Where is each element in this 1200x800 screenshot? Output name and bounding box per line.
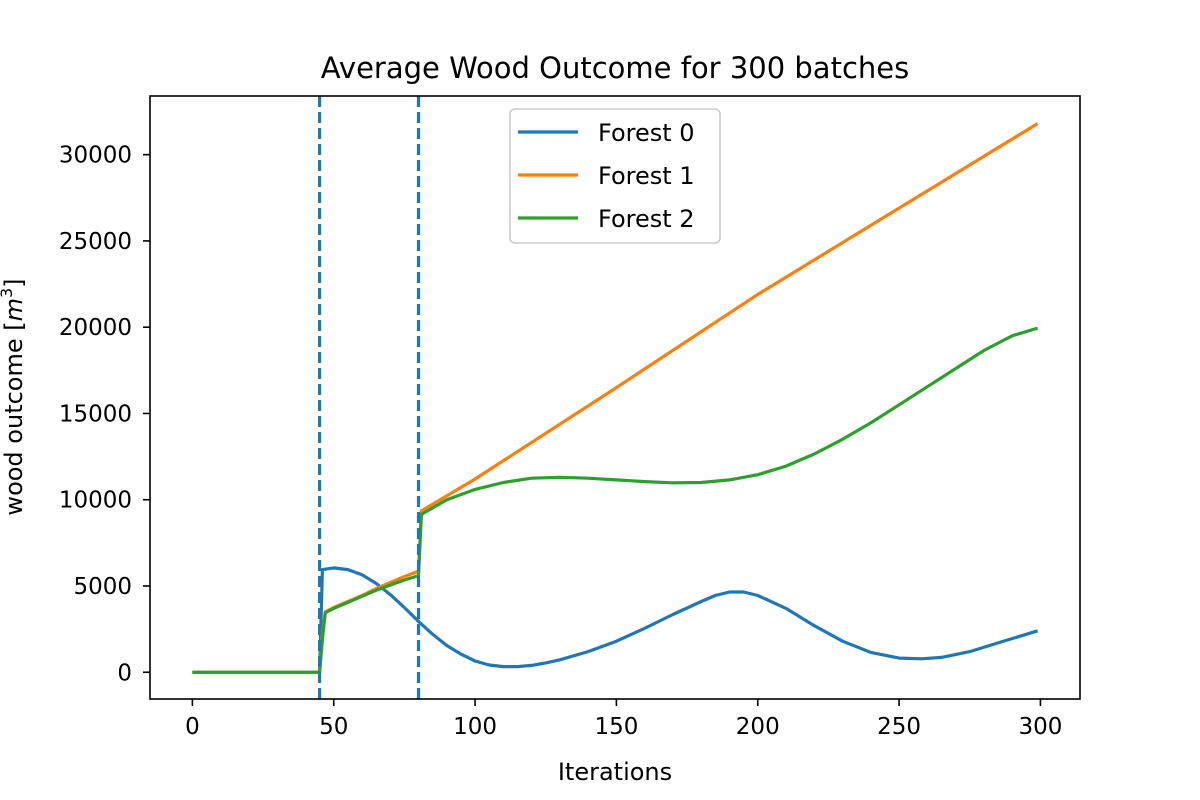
y-tick-label: 30000 [59,143,132,169]
legend-box [509,108,721,244]
y-axis-label-text: wood outcome [ [0,321,28,515]
y-tick-label: 15000 [59,401,132,427]
y-axis-label-var: m [0,298,28,321]
y-tick-label: 20000 [59,315,132,341]
legend-label-forest-1: Forest 1 [598,162,695,190]
x-tick-label: 0 [185,714,200,740]
plot-area [192,96,1039,699]
y-axis-label-close: ] [0,278,28,287]
legend-label-forest-2: Forest 2 [598,205,695,233]
x-tick-label: 250 [877,714,921,740]
y-axis: 0 5000 10000 15000 20000 25000 30000 [59,143,150,686]
y-tick-label: 5000 [73,574,132,600]
y-tick-label: 25000 [59,229,132,255]
series-line-forest-2 [192,326,1039,674]
y-axis-label: wood outcome [m3] [0,278,28,515]
x-tick-label: 150 [594,714,638,740]
x-tick-label: 200 [736,714,780,740]
y-tick-label: 0 [117,660,132,686]
x-tick-label: 50 [319,714,348,740]
chart-title: Average Wood Outcome for 300 batches [321,51,909,85]
y-tick-label: 10000 [59,488,132,514]
legend-label-forest-0: Forest 0 [598,119,695,147]
x-tick-label: 300 [1018,714,1062,740]
x-axis: 0 50 100 150 200 250 300 [185,699,1062,740]
legend: Forest 0 Forest 1 Forest 2 [509,108,721,244]
y-axis-label-exp: 3 [0,288,16,298]
x-tick-label: 100 [453,714,497,740]
axes-frame [149,95,1081,700]
x-axis-label: Iterations [558,758,672,786]
